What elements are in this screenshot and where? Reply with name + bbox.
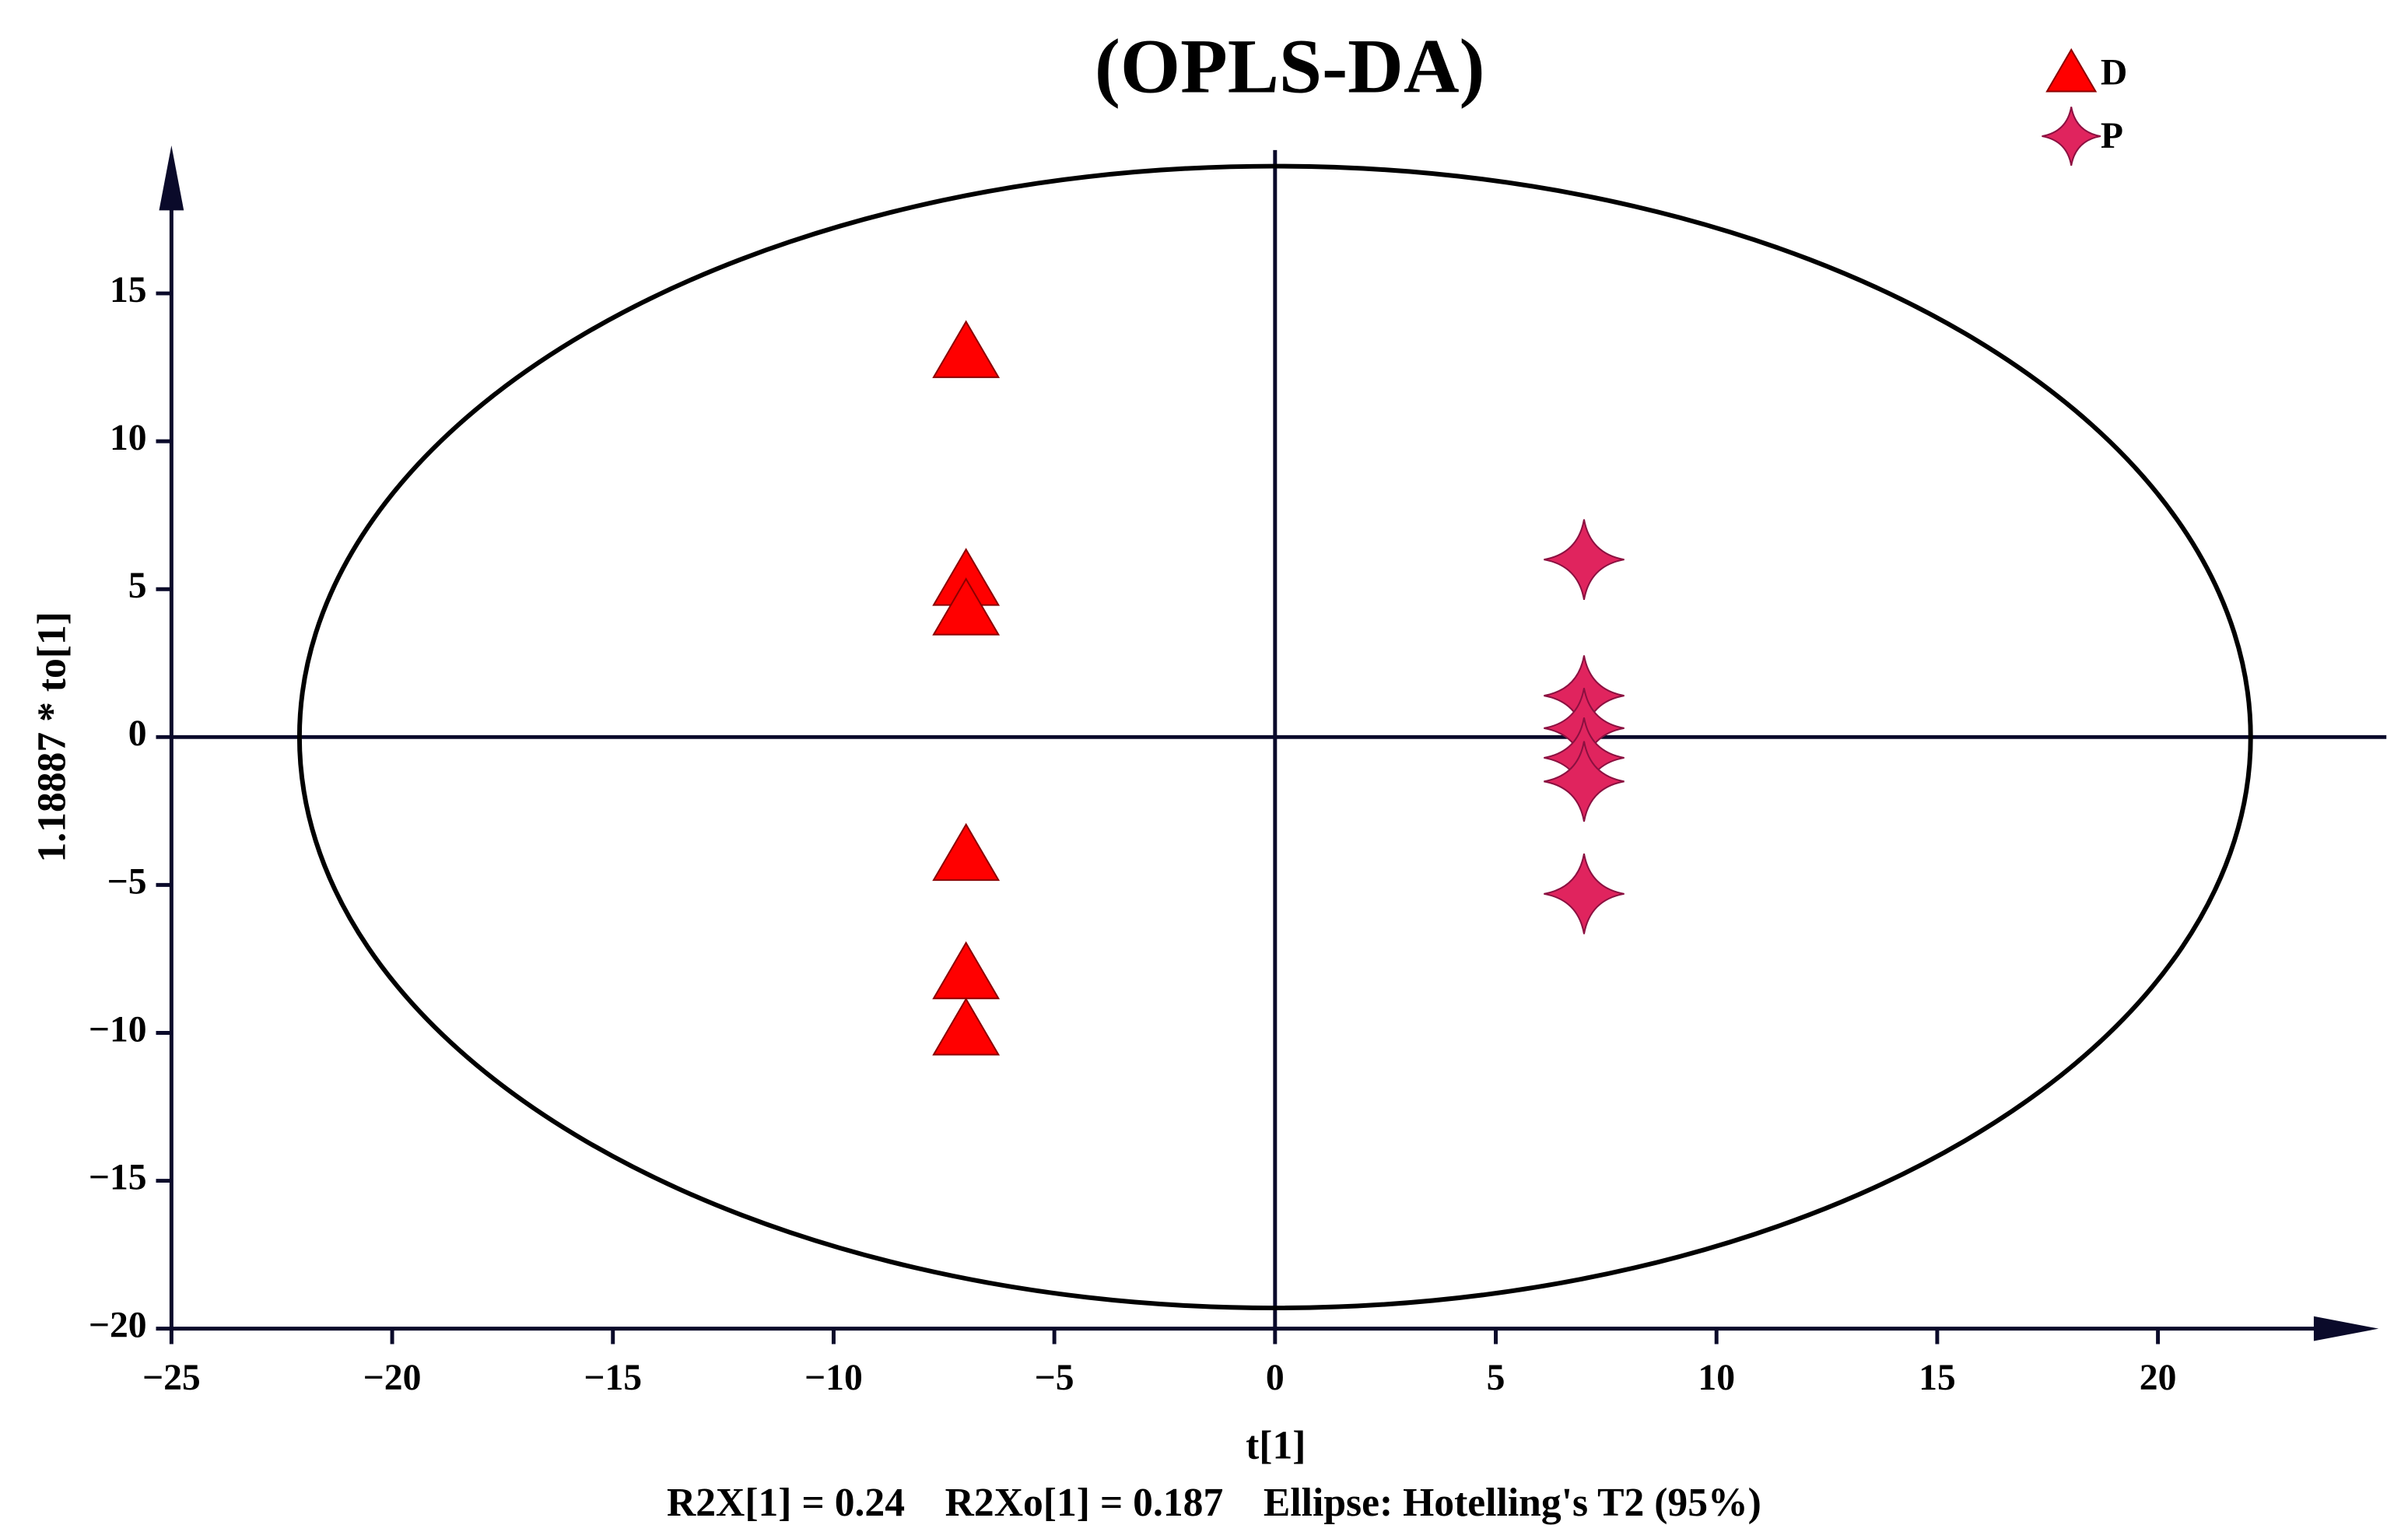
x-tick-label: 15 — [1919, 1358, 1956, 1398]
y-tick-label: 10 — [110, 418, 147, 458]
data-point — [932, 822, 1001, 882]
x-axis-label: t[1] — [1246, 1423, 1306, 1467]
data-point — [932, 577, 1001, 636]
x-tick-label: −15 — [584, 1358, 642, 1398]
x-tick-label: −20 — [363, 1358, 422, 1398]
data-point — [932, 320, 1001, 378]
y-tick-label: −20 — [89, 1306, 147, 1346]
x-tick-label: −25 — [142, 1358, 201, 1398]
data-point — [932, 941, 1001, 1000]
y-axis-arrow — [159, 145, 184, 211]
x-tick-label: 5 — [1487, 1358, 1505, 1398]
x-tick-label: −10 — [804, 1358, 863, 1398]
y-tick-label: 5 — [128, 566, 147, 606]
y-tick-label: 15 — [110, 270, 147, 310]
y-tick-label: −10 — [89, 1009, 147, 1050]
annotation: R2X[1] = 0.24 R2Xo[1] = 0.187 Ellipse: H… — [667, 1481, 1761, 1525]
y-tick-label: −15 — [89, 1158, 147, 1198]
chart-title: (OPLS-DA) — [1095, 24, 1485, 109]
x-axis-arrow — [2313, 1316, 2379, 1341]
hotelling-ellipse — [296, 163, 2253, 1311]
legend-label: P — [2101, 116, 2123, 156]
legend-marker — [2045, 47, 2098, 93]
y-tick-label: 0 — [128, 713, 147, 754]
legend-label: D — [2101, 53, 2127, 93]
y-tick-label: −5 — [107, 861, 147, 902]
x-tick-label: 10 — [1698, 1358, 1735, 1398]
data-point — [1544, 741, 1625, 822]
x-tick-label: 0 — [1266, 1358, 1285, 1398]
x-tick-label: −5 — [1035, 1358, 1074, 1398]
data-point — [932, 997, 1001, 1056]
data-point — [1544, 519, 1625, 600]
y-axis-label: 1.18887 * to[1] — [30, 612, 74, 863]
data-point — [1544, 854, 1625, 934]
legend-marker — [2042, 107, 2101, 166]
x-tick-label: 20 — [2140, 1358, 2177, 1398]
